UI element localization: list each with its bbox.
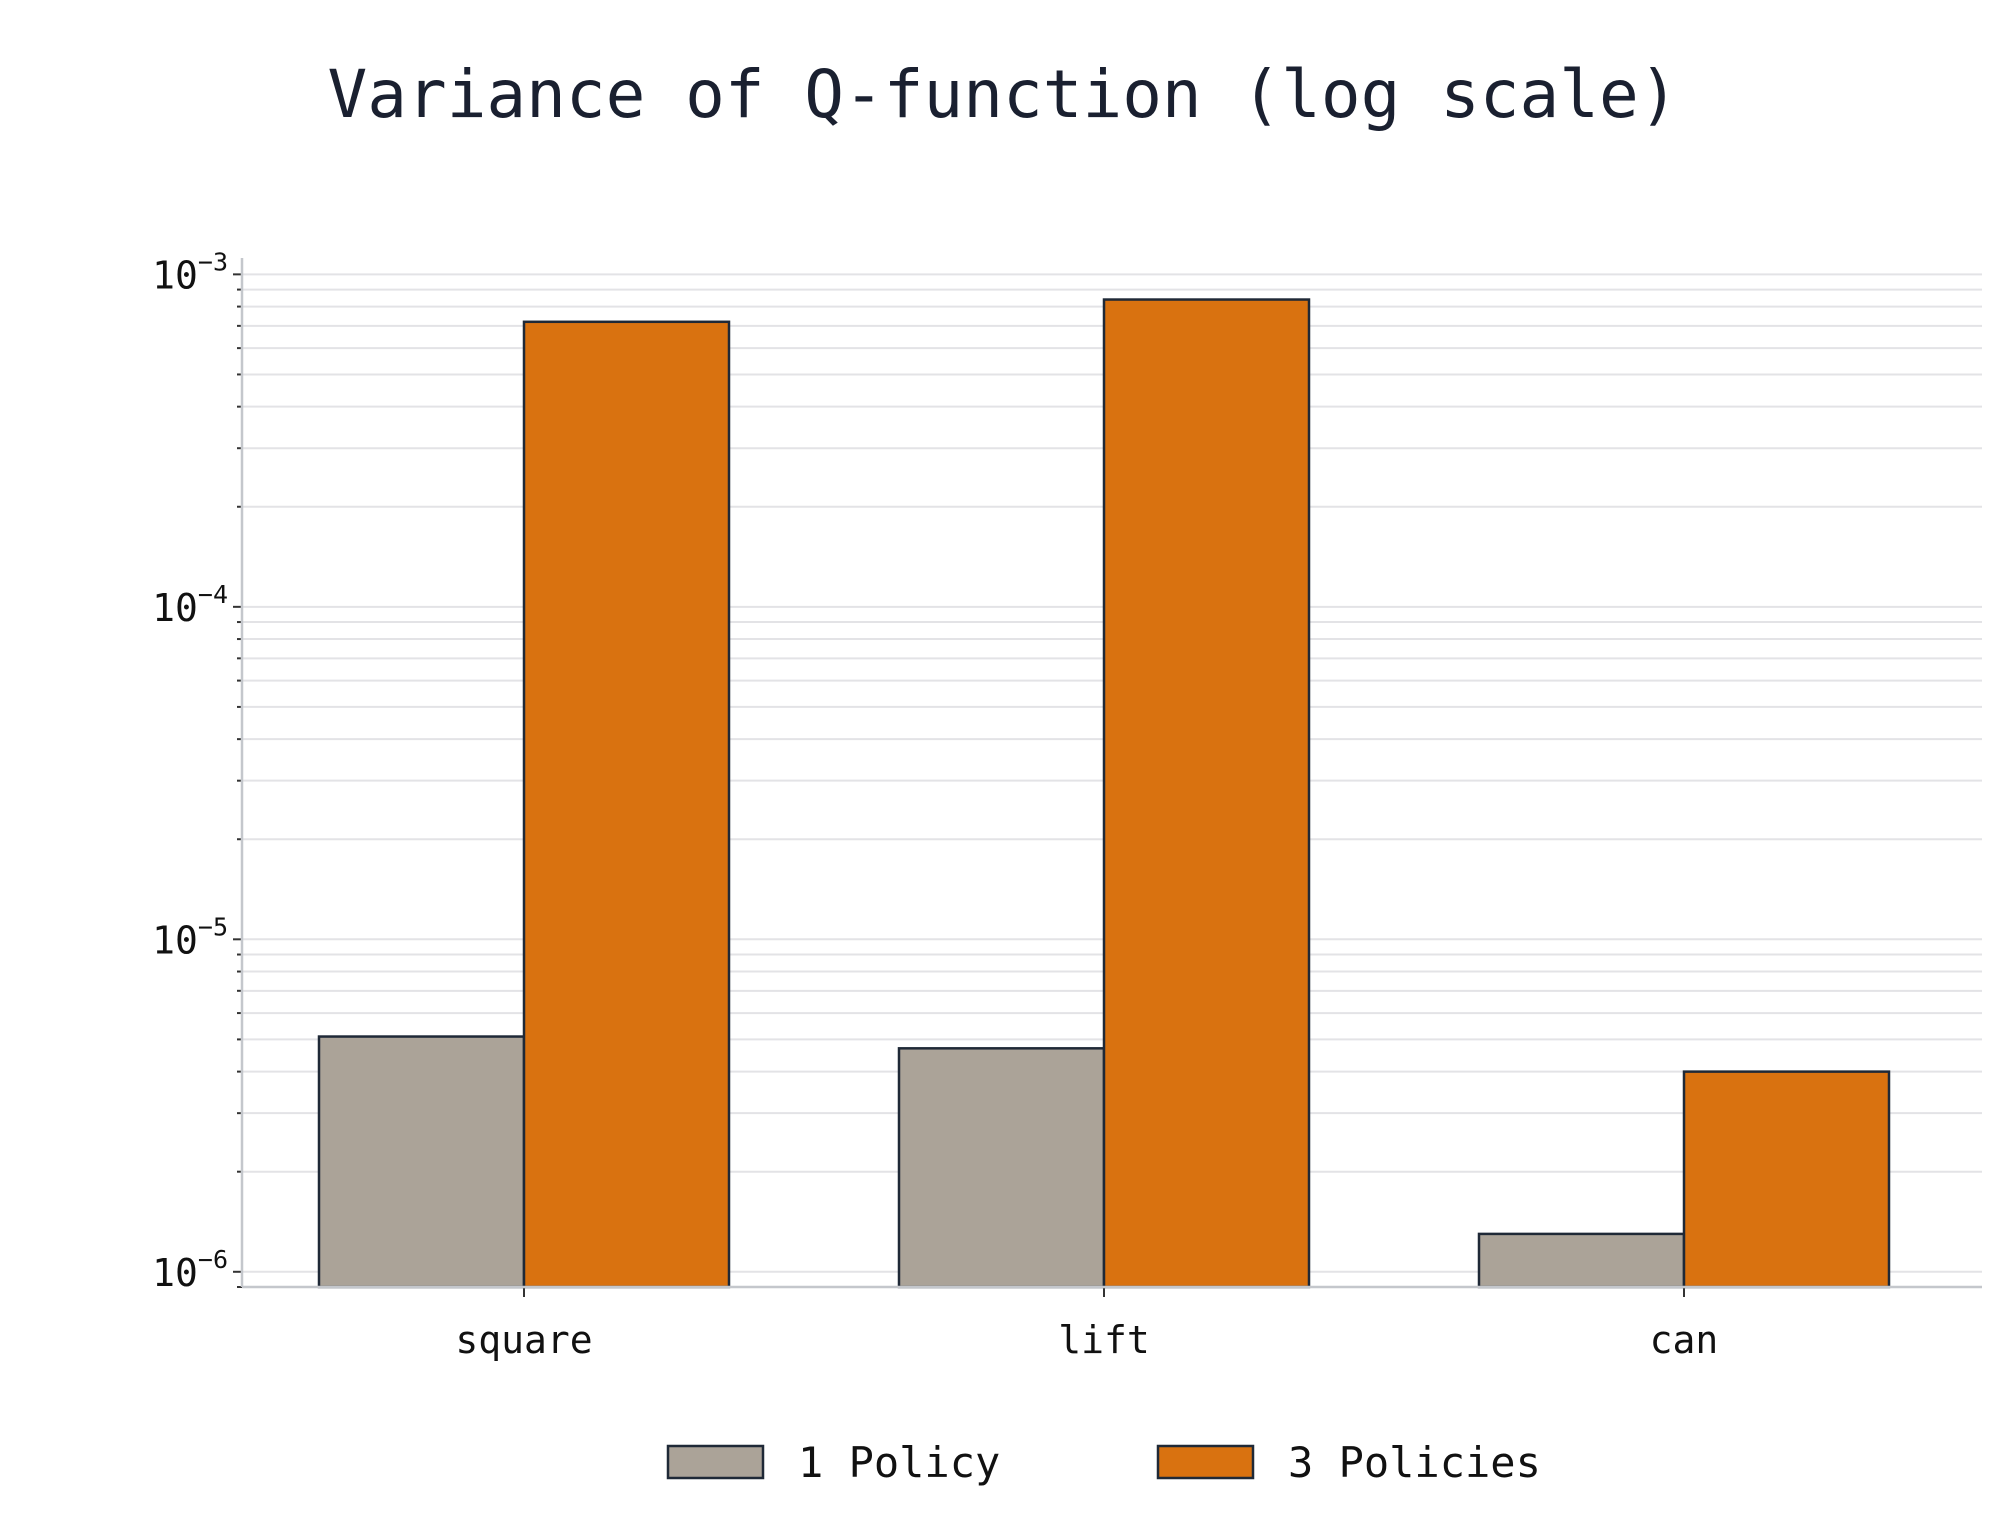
y-tick-label: 10−4 [152,580,228,630]
x-tick-label: lift [1058,1318,1150,1362]
y-tick-exponent: −3 [198,247,228,276]
y-tick-base: 10 [152,918,198,962]
y-tick-exponent: −5 [198,912,228,941]
y-tick-label: 10−3 [152,247,228,297]
legend-swatch [666,1444,765,1480]
bar-1-policy-lift [897,1047,1106,1289]
y-tick-label: 10−5 [152,912,228,962]
bar-3-policies-lift [1102,298,1311,1289]
x-tick-label: square [455,1318,592,1362]
bar-3-policies-can [1682,1070,1891,1289]
y-tick-base: 10 [152,1251,198,1295]
x-tick-label: can [1650,1318,1719,1362]
bar-1-policy-square [317,1035,526,1289]
bar-1-policy-can [1477,1232,1686,1289]
legend-label: 3 Policies [1288,1438,1541,1487]
chart-title: Variance of Q-function (log scale) [327,56,1678,133]
y-tick-exponent: −4 [198,580,228,609]
legend-swatch [1156,1444,1255,1480]
y-tick-exponent: −6 [198,1245,228,1274]
y-tick-base: 10 [152,253,198,297]
y-tick-label: 10−6 [152,1245,228,1295]
legend: 1 Policy 3 Policies [666,1438,1541,1487]
y-tick-base: 10 [152,586,198,630]
bars [317,298,1891,1289]
legend-label: 1 Policy [798,1438,1000,1487]
bar-3-policies-square [522,320,731,1289]
